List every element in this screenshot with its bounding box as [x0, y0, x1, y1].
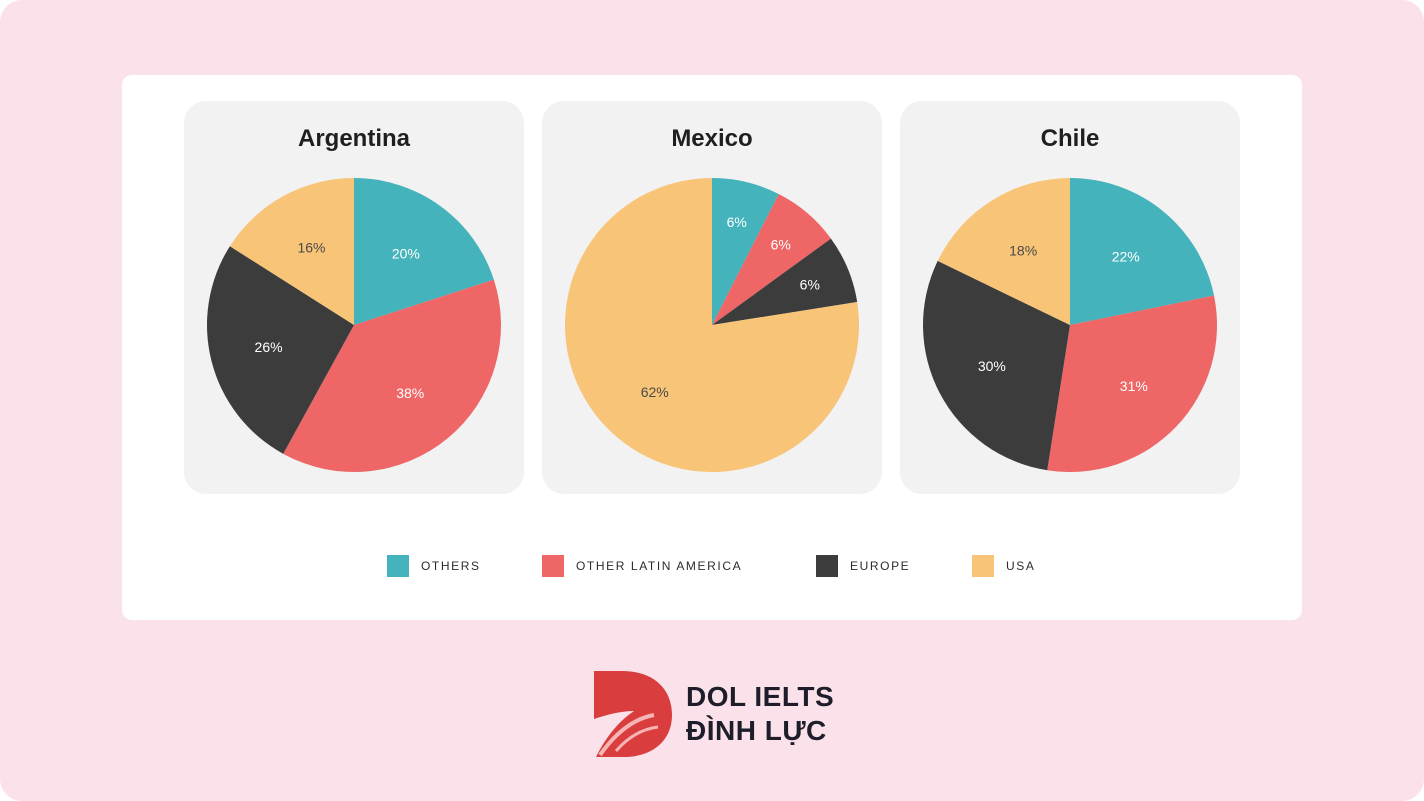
- pie-slice-other-latin-america: [712, 194, 831, 325]
- pie-data-label: 22%: [1112, 249, 1140, 265]
- brand-line-1: DOL IELTS: [686, 681, 835, 712]
- pie-data-label: 31%: [1120, 378, 1148, 394]
- pie-chart-mexico: 6% 6% 6% 62%: [565, 178, 859, 472]
- legend-swatch: [972, 555, 994, 577]
- brand-logo: DOL IELTS ĐÌNH LỰC: [594, 671, 854, 759]
- pie-slice-europe: [712, 238, 858, 325]
- pie-data-label: 30%: [978, 358, 1006, 374]
- pie-slice-others: [354, 178, 494, 325]
- pie-slice-other-latin-america: [1047, 295, 1217, 472]
- legend-label: USA: [1006, 559, 1036, 573]
- legend-label: OTHER LATIN AMERICA: [576, 559, 743, 573]
- pie-title: Mexico: [671, 125, 753, 152]
- legend-label: EUROPE: [850, 559, 911, 573]
- pie-slice-europe: [923, 260, 1070, 471]
- pie-panel-chile: Chile 22% 31% 30% 18%: [900, 101, 1240, 494]
- pie-data-label: 38%: [396, 385, 424, 401]
- dol-logo-icon: [594, 671, 672, 757]
- pie-data-label: 6%: [727, 214, 747, 230]
- pie-data-label: 18%: [1009, 242, 1037, 258]
- pie-data-label: 20%: [392, 246, 420, 262]
- pie-data-label: 26%: [255, 339, 283, 355]
- pie-slice-usa: [229, 178, 354, 325]
- brand-line-2: ĐÌNH LỰC: [686, 715, 827, 746]
- pie-title: Chile: [1040, 125, 1100, 152]
- pie-slice-usa: [937, 178, 1070, 325]
- pie-slice-europe: [207, 246, 354, 454]
- pie-panel-mexico: Mexico 6% 6% 6% 62%: [542, 101, 882, 494]
- legend-swatch: [816, 555, 838, 577]
- legend-swatch: [387, 555, 409, 577]
- pie-panel-argentina: Argentina 20% 38% 26% 16%: [184, 101, 524, 494]
- pie-slice-others: [712, 178, 779, 325]
- pie-data-label: 16%: [297, 240, 325, 256]
- pie-data-label: 62%: [641, 384, 669, 400]
- pie-chart-argentina: 20% 38% 26% 16%: [207, 178, 501, 472]
- pie-data-label: 6%: [800, 276, 820, 292]
- legend-swatch: [542, 555, 564, 577]
- pie-title: Argentina: [297, 125, 410, 152]
- pie-chart-chile: 22% 31% 30% 18%: [923, 178, 1217, 472]
- pie-slice-other-latin-america: [283, 279, 501, 472]
- pie-slice-usa: [565, 178, 859, 472]
- legend-label: OTHERS: [421, 559, 481, 573]
- pie-data-label: 6%: [771, 237, 791, 253]
- pie-slice-others: [1070, 178, 1215, 325]
